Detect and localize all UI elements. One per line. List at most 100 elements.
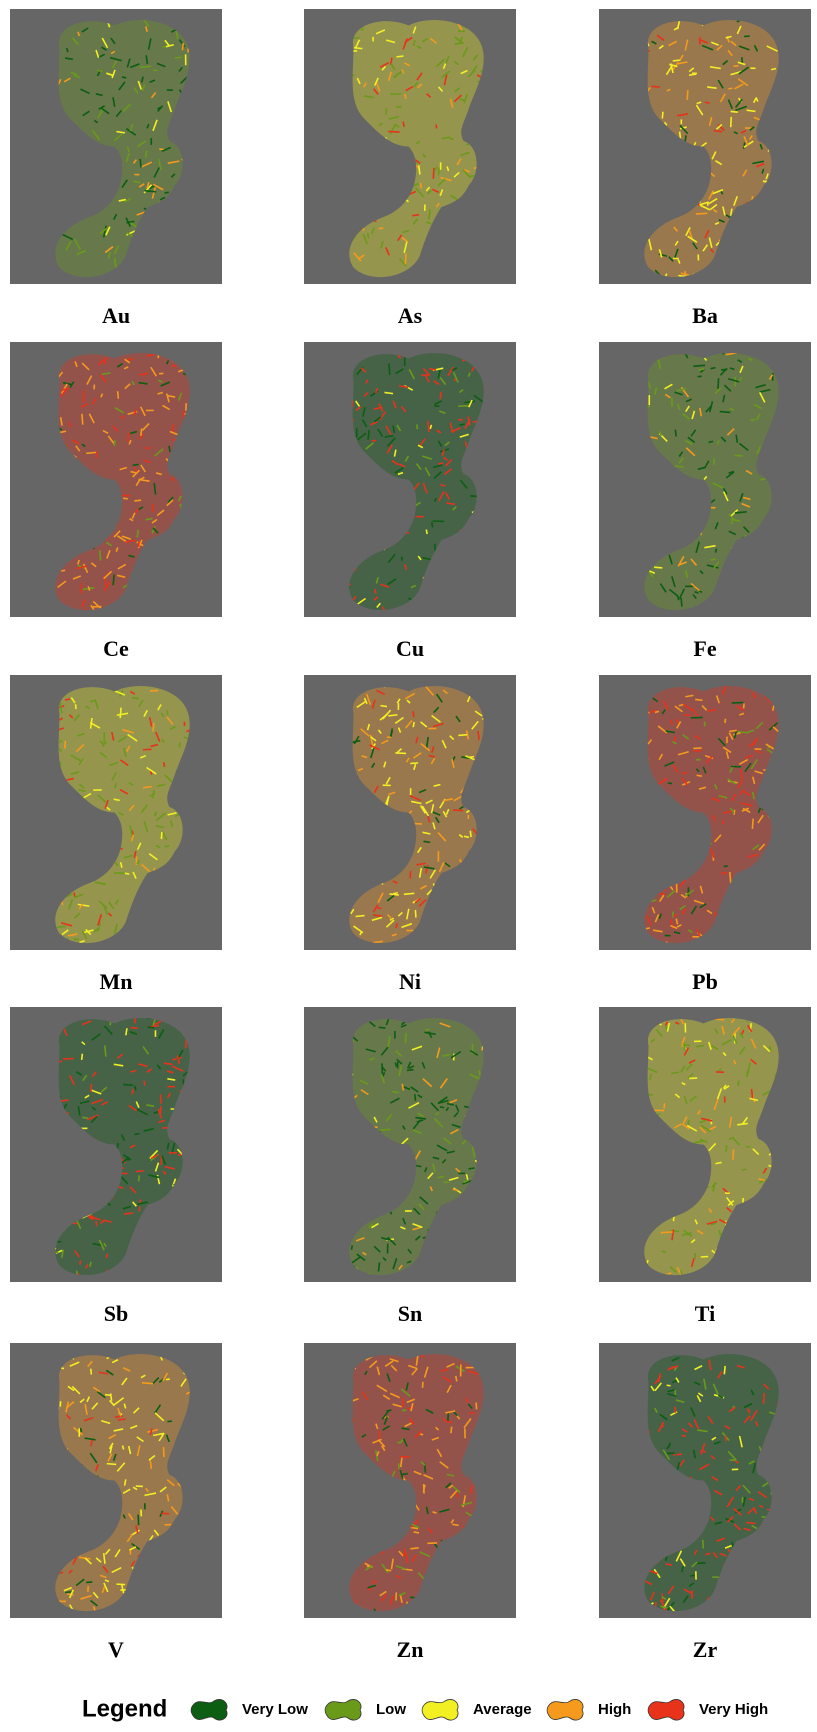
stream — [123, 498, 128, 499]
stream — [446, 1421, 452, 1422]
stream — [414, 1532, 419, 1533]
stream — [742, 1169, 746, 1170]
stream — [393, 893, 397, 894]
stream — [674, 466, 683, 467]
stream — [132, 698, 138, 699]
stream — [699, 369, 704, 370]
map-panel: Zn — [304, 1343, 516, 1662]
stream — [100, 550, 101, 560]
stream — [456, 1376, 457, 1381]
stream — [421, 183, 422, 188]
stream — [380, 706, 386, 707]
stream — [96, 451, 97, 457]
stream — [140, 66, 151, 67]
stream — [464, 836, 469, 837]
panel-label: Zr — [693, 1637, 718, 1662]
stream — [440, 392, 441, 399]
map-panel: Au — [10, 9, 222, 328]
stream — [730, 872, 731, 883]
stream — [415, 1094, 416, 1101]
stream — [164, 762, 165, 767]
stream — [731, 766, 741, 767]
figure: AuAsBaCeCuFeMnNiPbSbSnTiVZnZr Legend Ver… — [0, 0, 817, 1732]
stream — [354, 48, 362, 49]
stream — [726, 1145, 727, 1152]
stream — [105, 1045, 106, 1056]
stream — [752, 819, 753, 829]
panel-label: Au — [102, 303, 130, 328]
stream — [91, 1440, 92, 1446]
stream — [379, 228, 384, 229]
stream — [133, 464, 139, 465]
stream — [80, 1261, 81, 1265]
stream — [138, 1515, 139, 1526]
stream — [146, 151, 147, 158]
stream — [701, 1256, 708, 1257]
legend-swatch — [547, 1699, 583, 1720]
stream — [705, 102, 710, 103]
panel-label: Mn — [100, 969, 133, 994]
stream — [134, 500, 141, 501]
stream — [167, 710, 168, 715]
stream — [764, 1393, 765, 1404]
stream — [721, 369, 727, 370]
legend-swatch — [422, 1699, 458, 1720]
stream — [470, 831, 471, 837]
stream — [388, 131, 399, 132]
stream — [82, 1054, 83, 1060]
stream — [405, 1033, 406, 1043]
stream — [724, 1366, 725, 1374]
stream — [438, 463, 443, 464]
legend-label: High — [598, 1701, 631, 1718]
stream — [395, 1062, 396, 1066]
stream — [137, 530, 138, 538]
stream — [449, 138, 453, 139]
legend-label: Average — [473, 1701, 532, 1718]
stream — [124, 1213, 133, 1214]
stream — [690, 1575, 694, 1576]
stream — [738, 1080, 739, 1086]
stream — [131, 1027, 138, 1028]
stream — [413, 722, 414, 727]
stream — [478, 731, 479, 740]
stream — [402, 1410, 406, 1411]
stream — [114, 440, 115, 446]
stream — [718, 378, 719, 389]
stream — [115, 783, 116, 788]
stream — [152, 504, 153, 512]
stream — [404, 893, 415, 894]
stream — [440, 1107, 444, 1108]
stream — [666, 1026, 667, 1030]
stream — [139, 1175, 140, 1181]
stream — [667, 1385, 671, 1386]
stream — [97, 70, 102, 71]
stream — [693, 748, 701, 749]
map-panel: Fe — [599, 342, 811, 661]
panel-label: Ni — [399, 969, 421, 994]
stream — [138, 542, 139, 547]
stream — [433, 168, 434, 179]
panel-label: Ba — [692, 303, 718, 328]
stream — [402, 1474, 408, 1475]
stream — [123, 1085, 133, 1086]
stream — [82, 414, 83, 425]
stream — [161, 832, 162, 839]
legend-title: Legend — [82, 1695, 167, 1722]
stream — [711, 559, 716, 560]
map-panel: Ba — [599, 9, 811, 328]
stream — [402, 1084, 403, 1091]
stream — [451, 1427, 452, 1434]
stream — [675, 1407, 676, 1413]
panel-label: As — [398, 303, 423, 328]
panel-label: V — [108, 1637, 124, 1662]
map-panel: Ce — [10, 342, 222, 661]
stream — [74, 893, 75, 897]
stream — [744, 143, 745, 149]
stream — [86, 452, 96, 453]
map-panel: Pb — [599, 675, 811, 994]
legend-swatch — [648, 1699, 684, 1720]
stream — [145, 191, 156, 192]
stream — [696, 1563, 705, 1564]
stream — [111, 1393, 112, 1400]
stream — [118, 391, 119, 399]
